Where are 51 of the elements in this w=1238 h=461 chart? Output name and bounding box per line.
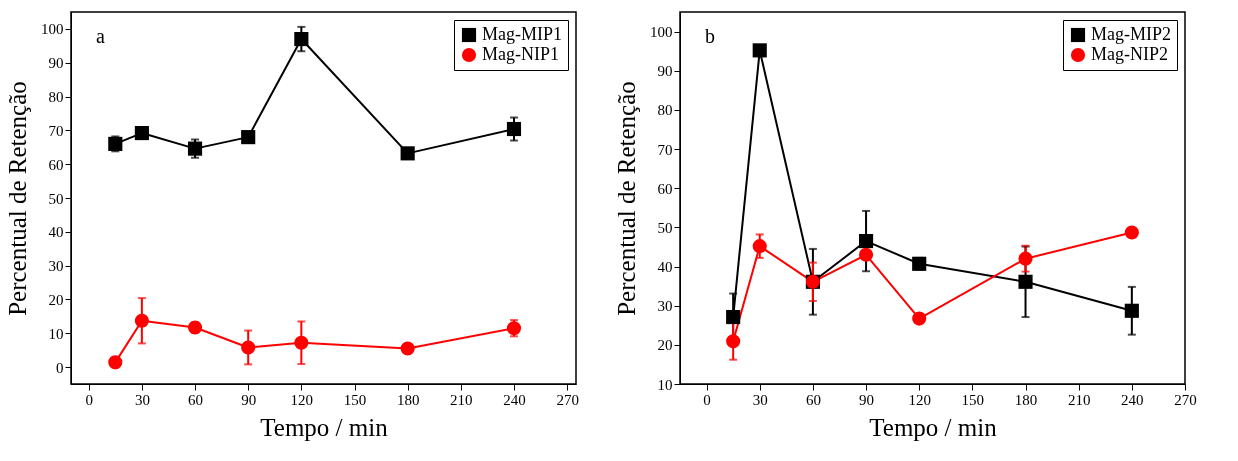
y-tick-label: 30 <box>48 258 64 275</box>
x-tick-label: 150 <box>961 391 985 408</box>
y-tick-label: 60 <box>657 180 673 197</box>
x-tick-label: 180 <box>396 391 420 408</box>
x-tick-label: 90 <box>859 391 875 408</box>
y-tick-label: 70 <box>48 122 64 139</box>
x-tick-label: 30 <box>752 391 768 408</box>
x-tick-label: 150 <box>343 391 367 408</box>
x-tick-label: 210 <box>450 391 473 408</box>
y-tick-label: 50 <box>48 190 64 207</box>
x-tick-label: 0 <box>703 391 711 408</box>
x-tick-label: 210 <box>1067 391 1091 408</box>
y-tick-label: 80 <box>657 102 673 119</box>
y-tick-label: 30 <box>657 298 673 315</box>
x-tick-label: 0 <box>85 391 93 408</box>
x-tick-label: 60 <box>805 391 821 408</box>
x-tick-label: 60 <box>188 391 204 408</box>
x-axis-title: Tempo / min <box>260 413 389 441</box>
x-axis-title: Tempo / min <box>869 413 998 441</box>
x-tick-label: 240 <box>503 391 526 408</box>
x-tick-label: 270 <box>1174 391 1197 408</box>
y-tick-label: 40 <box>657 259 673 276</box>
x-tick-label: 120 <box>290 391 314 408</box>
y-tick-label: 80 <box>48 89 64 106</box>
y-tick-label: 70 <box>657 141 673 158</box>
legend-label: Mag-NIP1 <box>482 44 559 64</box>
y-tick-label: 20 <box>657 337 673 354</box>
annotation: a <box>96 25 105 47</box>
x-tick-label: 30 <box>134 391 150 408</box>
y-tick-label: 10 <box>48 325 64 342</box>
y-tick-label: 60 <box>48 156 64 173</box>
x-tick-label: 90 <box>241 391 257 408</box>
y-tick-label: 40 <box>48 224 64 241</box>
legend-label: Mag-MIP1 <box>482 24 562 44</box>
y-tick-label: 100 <box>41 21 64 38</box>
y-tick-label: 90 <box>48 55 64 72</box>
y-tick-label: 50 <box>657 219 673 236</box>
x-tick-label: 240 <box>1121 391 1144 408</box>
annotation: b <box>705 25 715 47</box>
legend-label: Mag-MIP2 <box>1091 24 1171 44</box>
x-tick-label: 120 <box>908 391 931 408</box>
y-tick-label: 100 <box>650 24 673 41</box>
x-tick-label: 270 <box>556 391 579 408</box>
y-tick-label: 10 <box>657 376 673 393</box>
legend-label: Mag-NIP2 <box>1091 44 1168 64</box>
y-tick-label: 20 <box>48 291 64 308</box>
y-axis-title: Percentual de Retenção <box>613 81 640 316</box>
y-axis-title: Percentual de Retenção <box>4 81 31 316</box>
x-tick-label: 180 <box>1014 391 1038 408</box>
y-tick-label: 0 <box>56 359 64 376</box>
y-tick-label: 90 <box>657 63 673 80</box>
